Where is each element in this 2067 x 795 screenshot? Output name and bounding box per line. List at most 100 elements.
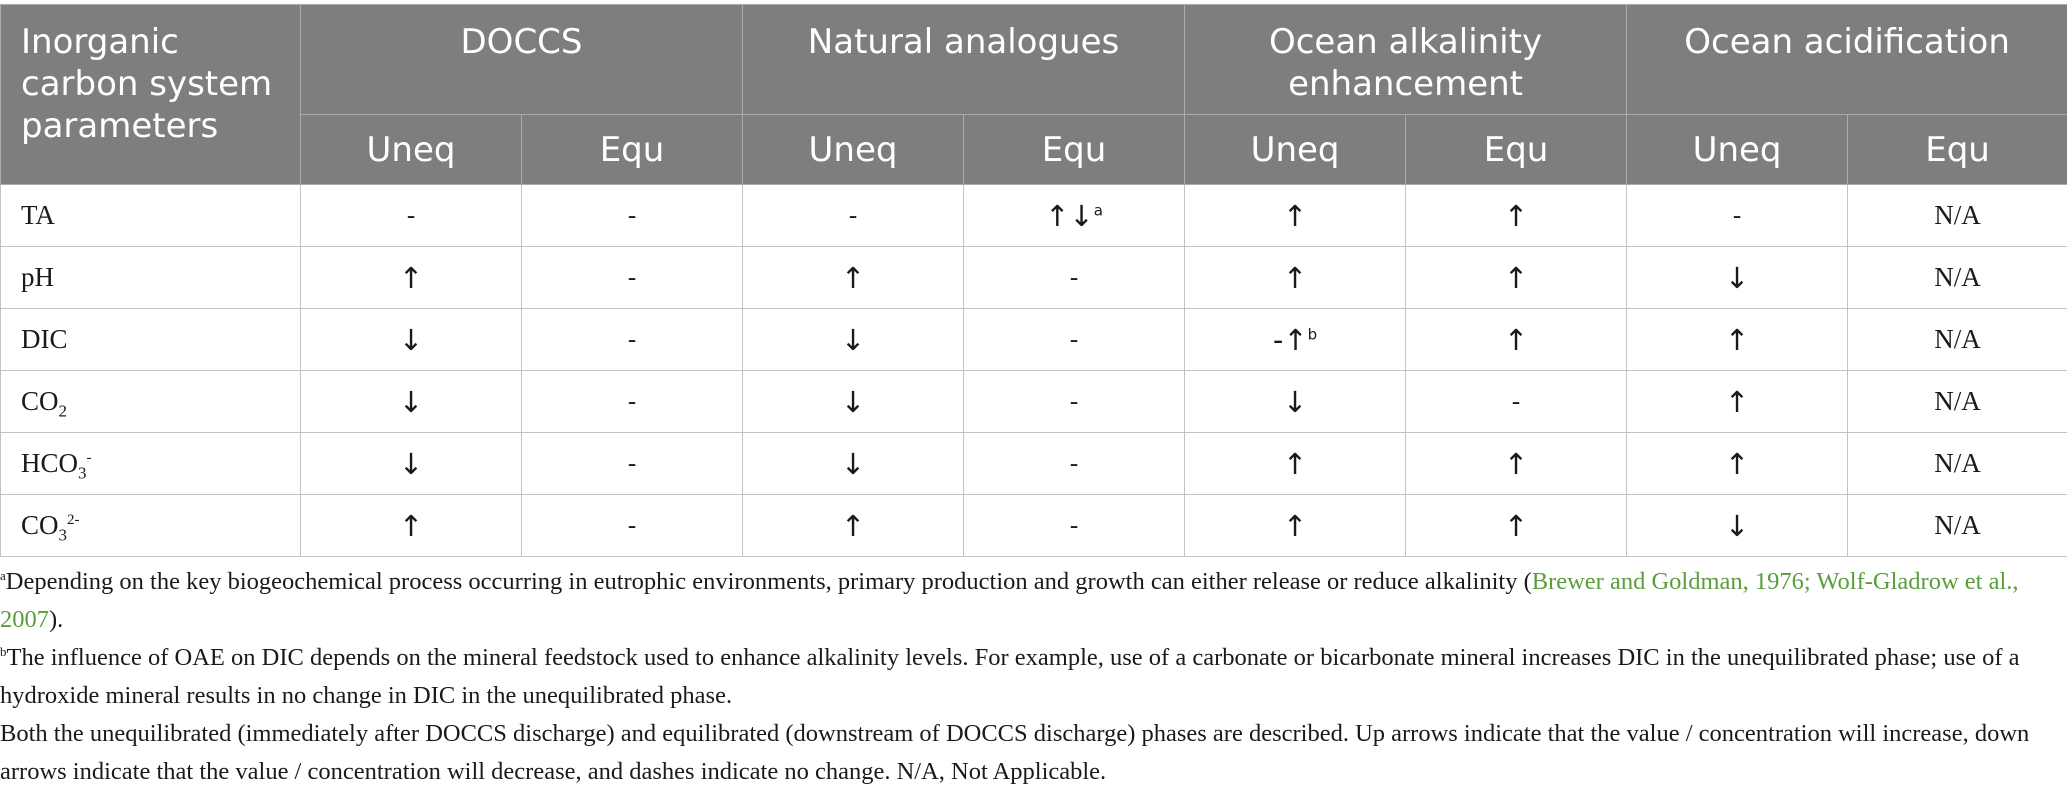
table-row: DIC ↓ - ↓ - -↑b ↑ ↑ N/A	[0, 308, 2067, 371]
cell-value: -	[406, 201, 416, 229]
row-parameter: DIC	[0, 308, 301, 371]
table-cell: ↓	[742, 308, 965, 371]
cell-value: -	[627, 387, 637, 415]
subheader-equ: Equ	[520, 114, 744, 185]
citation-link[interactable]: Brewer and Goldman, 1976; Wolf-Gladrow e…	[0, 568, 2019, 633]
table-cell: ↑	[742, 494, 965, 557]
cell-value: ↑	[1724, 384, 1750, 419]
cell-value: -	[1069, 325, 1079, 353]
cell-value: ↓	[840, 384, 866, 419]
table-body: TA - - - ↑↓a ↑ ↑ - N/A pH ↑ - ↑ - ↑ ↑ ↓ N/A DIC ↓ - ↓ - -↑b ↑ ↑ N/…	[0, 184, 2067, 557]
cell-value: ↑	[1724, 322, 1750, 357]
row-parameter: TA	[0, 184, 301, 247]
table-cell: ↑	[300, 494, 522, 557]
table-cell: -	[742, 184, 965, 247]
table-cell: ↑	[1405, 432, 1628, 495]
subheader-equ: Equ	[1405, 114, 1628, 185]
cell-value: ↑	[1282, 508, 1308, 543]
table-row: pH ↑ - ↑ - ↑ ↑ ↓ N/A	[0, 246, 2067, 309]
cell-value: N/A	[1934, 324, 1981, 354]
row-parameter: pH	[0, 246, 301, 309]
footnote-marker: a	[0, 567, 6, 583]
cell-value: -	[627, 511, 637, 539]
parameter-subscript: 2	[58, 401, 68, 421]
table-cell: N/A	[1847, 308, 2067, 371]
subheader-uneq: Uneq	[1184, 114, 1407, 185]
table-cell: -	[963, 246, 1186, 309]
parameter-name: CO	[21, 386, 59, 416]
cell-value: -	[1069, 263, 1079, 291]
table-row: CO32- ↑ - ↑ - ↑ ↑ ↓ N/A	[0, 494, 2067, 557]
cell-value: ↑	[840, 508, 866, 543]
parameter-name: TA	[21, 200, 55, 230]
table-row: CO2 ↓ - ↓ - ↓ - ↑ N/A	[0, 370, 2067, 433]
group-header-ocean-alkalinity-enhancement: Ocean alkalinity enhancement	[1184, 4, 1628, 115]
cell-value: ↑	[398, 260, 424, 295]
table-cell: ↑	[1405, 494, 1628, 557]
footnote-b: bThe influence of OAE on DIC depends on …	[0, 639, 2067, 715]
cell-value: -	[848, 201, 858, 229]
table-cell: ↑	[1626, 432, 1849, 495]
table-footnotes: aDepending on the key biogeochemical pro…	[0, 563, 2067, 791]
footnote-text: The influence of OAE on DIC depends on t…	[0, 644, 2020, 709]
parameter-name: CO	[21, 510, 59, 540]
table-cell: ↓	[300, 432, 522, 495]
subheader-uneq: Uneq	[742, 114, 965, 185]
cell-value: -↑	[1272, 322, 1308, 357]
cell-value: ↑	[840, 260, 866, 295]
table-cell: N/A	[1847, 370, 2067, 433]
parameter-name: HCO	[21, 448, 79, 478]
table-cell: ↑	[1184, 246, 1407, 309]
cell-value: ↓	[398, 322, 424, 357]
table-wrapper: Inorganic carbon system parameters DOCCS…	[0, 4, 2067, 791]
parameter-superscript: -	[86, 450, 92, 466]
table-cell: ↑↓a	[963, 184, 1186, 247]
table-cell: N/A	[1847, 494, 2067, 557]
footnote-marker: b	[0, 643, 7, 659]
cell-value: ↓	[840, 322, 866, 357]
parameter-superscript: 2-	[67, 512, 80, 528]
table-cell: ↑	[1184, 432, 1407, 495]
cell-value: ↑	[398, 508, 424, 543]
cell-value: ↓	[1282, 384, 1308, 419]
table-row: TA - - - ↑↓a ↑ ↑ - N/A	[0, 184, 2067, 247]
cell-value: -	[1069, 449, 1079, 477]
table-cell: ↓	[742, 432, 965, 495]
table-cell: -	[520, 370, 744, 433]
table-cell: ↓	[300, 370, 522, 433]
table-cell: -	[1405, 370, 1628, 433]
cell-value: N/A	[1934, 262, 1981, 292]
cell-value: -	[627, 449, 637, 477]
table-cell: N/A	[1847, 432, 2067, 495]
table-cell: -	[520, 184, 744, 247]
cell-value: ↑	[1503, 322, 1529, 357]
cell-value: N/A	[1934, 200, 1981, 230]
table-cell: ↑	[1405, 184, 1628, 247]
table-cell: -	[963, 432, 1186, 495]
table-cell: ↑	[1626, 370, 1849, 433]
cell-value: ↑	[1282, 260, 1308, 295]
footnote-marker: b	[1307, 324, 1318, 343]
cell-value: ↓	[840, 446, 866, 481]
cell-value: ↓	[1724, 508, 1750, 543]
cell-value: -	[1069, 511, 1079, 539]
table-cell: ↑	[300, 246, 522, 309]
group-header-doccs: DOCCS	[299, 4, 744, 115]
subheader-uneq: Uneq	[300, 114, 522, 185]
row-parameter: CO2	[0, 370, 301, 433]
table-cell: -	[963, 494, 1186, 557]
table-cell: N/A	[1847, 246, 2067, 309]
table-cell: ↓	[742, 370, 965, 433]
subheader-equ: Equ	[1847, 114, 2067, 185]
cell-value: ↓	[398, 384, 424, 419]
table-cell: ↓	[1626, 494, 1849, 557]
table-cell: ↑	[1405, 308, 1628, 371]
cell-value: ↑↓	[1045, 198, 1094, 233]
cell-value: ↓	[1724, 260, 1750, 295]
table-cell: -	[520, 308, 744, 371]
corner-header: Inorganic carbon system parameters	[0, 4, 301, 185]
cell-value: ↑	[1503, 198, 1529, 233]
group-header-natural-analogues: Natural analogues	[742, 4, 1186, 115]
group-header-ocean-acidification: Ocean acidification	[1626, 4, 2067, 115]
table-cell: -↑b	[1184, 308, 1407, 371]
